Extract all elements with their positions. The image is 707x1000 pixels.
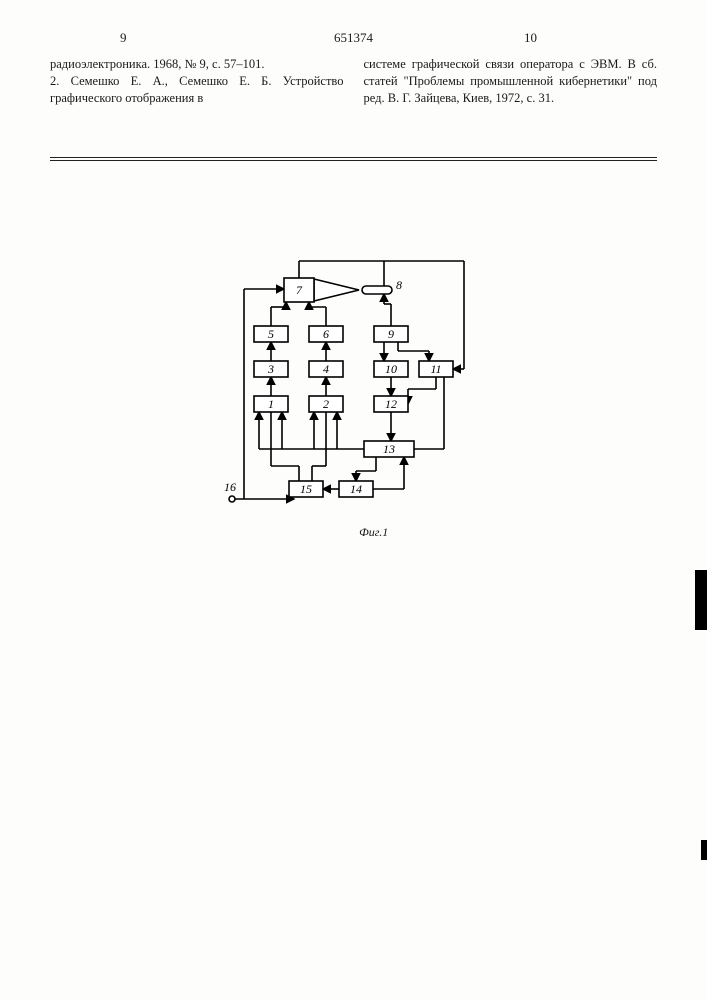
svg-text:4: 4 (323, 362, 329, 376)
page: 9 651374 10 радиоэлектроника. 1968, № 9,… (0, 0, 707, 1000)
ref-text: радиоэлектроника. 1968, № 9, с. 57–101. (50, 57, 264, 71)
svg-text:16: 16 (224, 480, 236, 494)
svg-text:1: 1 (268, 397, 274, 411)
svg-text:11: 11 (430, 362, 441, 376)
divider (50, 157, 657, 158)
svg-text:13: 13 (383, 442, 395, 456)
document-number: 651374 (334, 30, 373, 46)
svg-text:3: 3 (267, 362, 274, 376)
figure-1-diagram: 81234567910111213141516 Фиг.1 (214, 201, 494, 536)
svg-text:14: 14 (350, 482, 362, 496)
left-column: радиоэлектроника. 1968, № 9, с. 57–101. … (50, 56, 344, 107)
scan-artifact (695, 570, 707, 630)
page-number-right: 10 (524, 30, 537, 46)
text-columns: радиоэлектроника. 1968, № 9, с. 57–101. … (50, 56, 657, 107)
right-column: системе графической связи оператора с ЭВ… (364, 56, 658, 107)
svg-text:7: 7 (296, 283, 303, 297)
svg-text:12: 12 (385, 397, 397, 411)
svg-text:6: 6 (323, 327, 329, 341)
block-diagram-svg: 81234567910111213141516 (214, 201, 494, 531)
ref-text: 2. Семешко Е. А., Семешко Е. Б. Устройст… (50, 74, 344, 105)
page-number-left: 9 (120, 30, 127, 46)
header: 9 651374 10 (50, 30, 657, 50)
ref-text: системе графической связи оператора с ЭВ… (364, 57, 658, 105)
svg-text:15: 15 (300, 482, 312, 496)
scan-artifact (701, 840, 707, 860)
svg-text:10: 10 (385, 362, 397, 376)
svg-text:9: 9 (388, 327, 394, 341)
divider (50, 160, 657, 161)
figure-label: Фиг.1 (359, 525, 388, 540)
svg-text:8: 8 (396, 278, 402, 292)
svg-text:5: 5 (268, 327, 274, 341)
svg-text:2: 2 (323, 397, 329, 411)
